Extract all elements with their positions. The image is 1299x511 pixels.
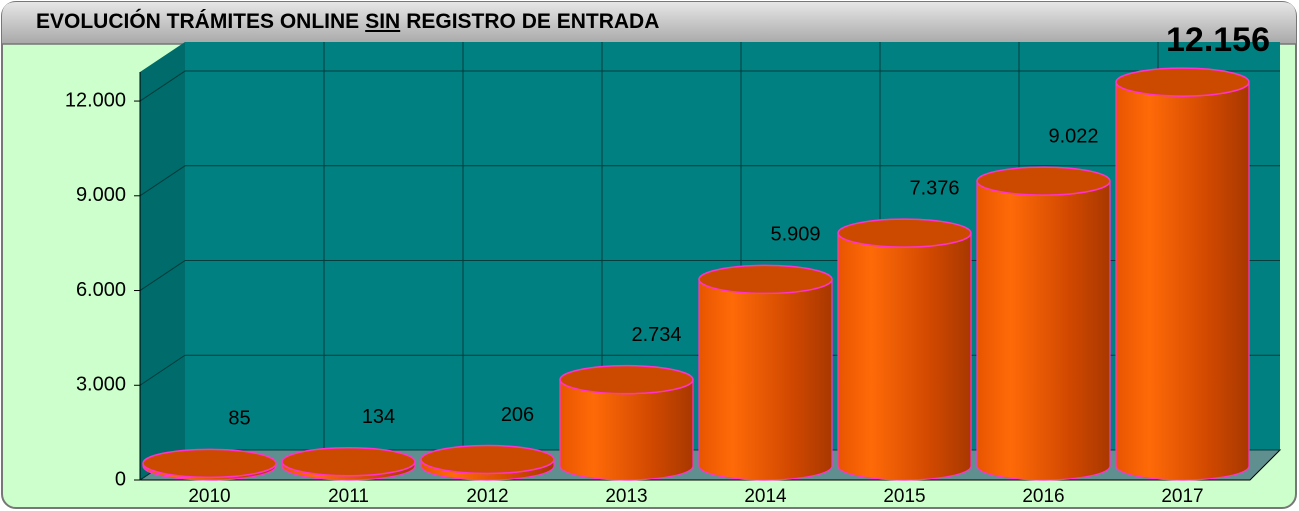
title-part: EVOLUCIÓN TRÁMITES ONLINE bbox=[36, 10, 360, 33]
value-label: 12.156 bbox=[1166, 21, 1270, 59]
bar bbox=[698, 264, 833, 481]
x-tick-label: 2015 bbox=[883, 486, 925, 507]
bar bbox=[559, 364, 694, 481]
bar-top bbox=[142, 448, 277, 479]
bar-top bbox=[281, 447, 416, 477]
bar bbox=[976, 166, 1111, 481]
bar-top bbox=[837, 218, 972, 248]
title-part: REGISTRO DE ENTRADA bbox=[406, 10, 660, 33]
x-tick-label: 2017 bbox=[1161, 486, 1203, 507]
x-tick-label: 2012 bbox=[466, 486, 508, 507]
bar-top bbox=[976, 166, 1111, 196]
value-label: 85 bbox=[228, 408, 250, 430]
x-tick-label: 2014 bbox=[744, 486, 787, 507]
bar bbox=[420, 444, 555, 481]
value-label: 5.909 bbox=[770, 224, 820, 246]
y-tick-label: 9.000 bbox=[76, 184, 126, 206]
value-label: 9.022 bbox=[1048, 125, 1098, 147]
grid-line bbox=[139, 70, 1280, 102]
y-tick-label: 6.000 bbox=[76, 279, 126, 301]
y-tick-label: 0 bbox=[115, 468, 126, 490]
bar-top bbox=[698, 264, 833, 295]
bar-body bbox=[976, 180, 1111, 481]
bar-top bbox=[420, 444, 555, 475]
bar bbox=[837, 218, 972, 481]
bar-body bbox=[698, 279, 833, 481]
chart-title: EVOLUCIÓN TRÁMITES ONLINE SIN REGISTRO DE … bbox=[36, 10, 665, 34]
y-tick-label: 12.000 bbox=[65, 89, 126, 111]
bar-top bbox=[1115, 67, 1250, 97]
value-label: 2.734 bbox=[631, 324, 681, 346]
side-wall bbox=[140, 42, 185, 480]
value-label: 7.376 bbox=[909, 177, 959, 199]
x-tick-label: 2011 bbox=[328, 486, 369, 507]
bar bbox=[1115, 67, 1250, 481]
bar-body bbox=[1115, 82, 1250, 481]
value-label: 134 bbox=[362, 406, 395, 428]
header-bar bbox=[2, 2, 1296, 44]
value-label: 206 bbox=[501, 404, 534, 426]
bar bbox=[281, 447, 416, 481]
bar bbox=[142, 448, 277, 481]
y-tick-label: 3.000 bbox=[76, 374, 126, 396]
title-part: SIN bbox=[365, 10, 401, 33]
bar-top bbox=[559, 364, 694, 395]
grid-line bbox=[139, 165, 1280, 197]
x-tick-label: 2010 bbox=[188, 486, 230, 507]
bar-body bbox=[837, 232, 972, 481]
bar-body bbox=[559, 379, 694, 481]
x-tick-label: 2016 bbox=[1022, 486, 1064, 507]
x-tick-label: 2013 bbox=[605, 486, 647, 507]
